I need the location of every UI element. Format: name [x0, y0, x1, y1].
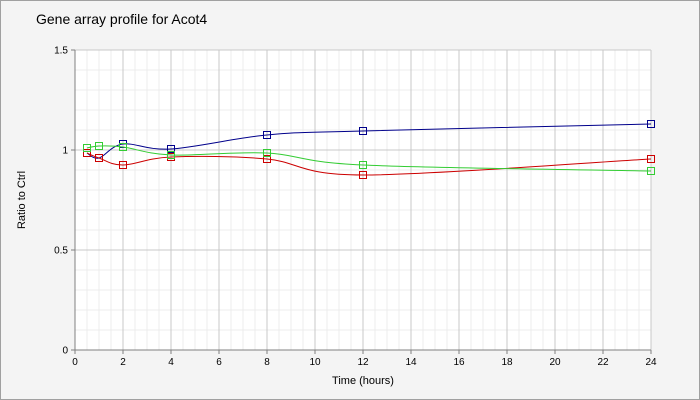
- y-tick-label: 0: [62, 346, 68, 357]
- y-tick-label: 1: [62, 146, 68, 157]
- x-tick-label: 12: [357, 357, 369, 368]
- x-axis-title: Time (hours): [332, 375, 394, 387]
- x-tick-label: 10: [309, 357, 321, 368]
- data-point-marker: [647, 120, 655, 128]
- chart-title: Gene array profile for Acot4: [36, 11, 208, 27]
- x-axis-ticks: 0 2 4 6 8 10 12 14 16 18 20 22 24: [72, 350, 657, 368]
- data-point-marker: [119, 143, 127, 151]
- x-tick-label: 8: [264, 357, 270, 368]
- series-3: [83, 142, 655, 175]
- data-point-marker: [83, 144, 91, 152]
- x-tick-label: 16: [453, 357, 465, 368]
- x-tick-label: 6: [216, 357, 222, 368]
- data-point-marker: [167, 145, 175, 153]
- series-line: [86, 123, 652, 159]
- data-point-marker: [263, 131, 271, 139]
- x-tick-label: 20: [549, 357, 561, 368]
- data-point-marker: [83, 149, 91, 157]
- x-tick-label: 14: [405, 357, 417, 368]
- data-point-marker: [359, 127, 367, 135]
- data-point-marker: [95, 142, 103, 150]
- data-point-marker: [263, 155, 271, 163]
- data-point-marker: [647, 155, 655, 163]
- series-layer: [83, 120, 655, 179]
- data-point-marker: [647, 167, 655, 175]
- x-tick-label: 2: [120, 357, 126, 368]
- data-point-marker: [263, 149, 271, 157]
- y-axis-ticks: 0 0.5 1 1.5: [54, 46, 75, 357]
- x-tick-label: 18: [501, 357, 513, 368]
- y-tick-label: 0.5: [54, 246, 68, 257]
- x-tick-label: 4: [168, 357, 174, 368]
- data-point-marker: [359, 171, 367, 179]
- data-point-marker: [167, 151, 175, 159]
- x-tick-label: 0: [72, 357, 78, 368]
- y-tick-label: 1.5: [54, 46, 68, 57]
- x-tick-label: 24: [645, 357, 657, 368]
- data-point-marker: [359, 161, 367, 169]
- data-point-marker: [119, 161, 127, 169]
- y-axis-title: Ratio to Ctrl: [16, 171, 28, 229]
- data-point-marker: [95, 154, 103, 162]
- x-tick-label: 22: [597, 357, 609, 368]
